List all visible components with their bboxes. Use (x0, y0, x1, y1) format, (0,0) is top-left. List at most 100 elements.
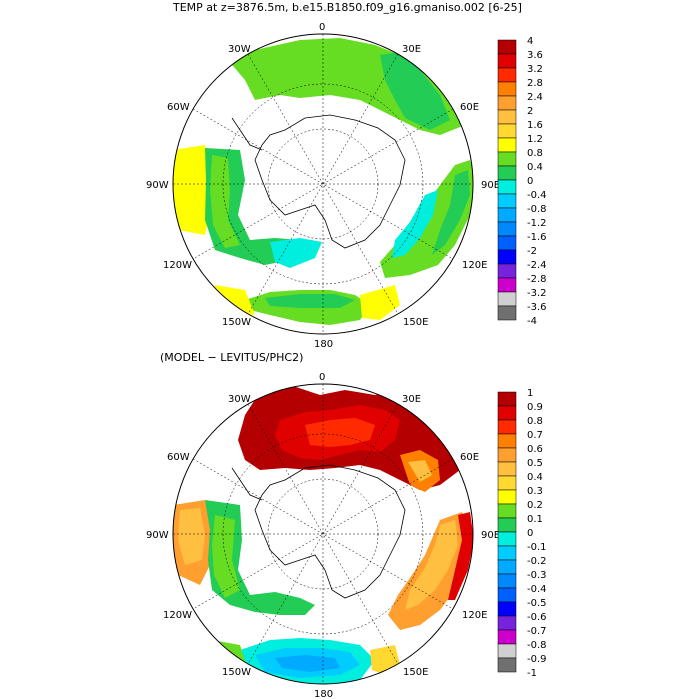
top-indian-lightgreen (432, 170, 470, 255)
top-colorbar-label: -0.8 (527, 204, 547, 215)
top-colorbar-swatch (497, 207, 517, 223)
top-lon-60w: 60W (167, 102, 190, 113)
top-colorbar-label: 0.4 (527, 162, 543, 173)
bottom-colorbar-swatch (497, 419, 517, 435)
top-west-yellow (173, 145, 210, 235)
bottom-colorbar-label: 0.6 (527, 444, 543, 455)
bottom-colorbar-label: 0.5 (527, 458, 543, 469)
bottom-colorbar-label: 0.2 (527, 500, 543, 511)
top-cyan-patch (270, 238, 322, 268)
top-colorbar-label: -1.6 (527, 232, 547, 243)
bottom-colorbar-swatch (497, 503, 517, 519)
top-map-border (172, 33, 474, 335)
bottom-lon-60e: 60E (460, 452, 479, 463)
top-colorbar-label: 1.6 (527, 120, 543, 131)
top-lon-90w: 90W (146, 180, 169, 191)
bottom-polar-map: 0 30W 30E 60W 60E 90W 90E 120W 120E 150W… (146, 372, 547, 700)
bottom-colorbar-label: -0.5 (527, 598, 547, 609)
bottom-colorbar-label: -0.3 (527, 570, 547, 581)
top-south-yellow (212, 285, 255, 315)
bottom-south-green (212, 640, 248, 670)
bottom-colorbar-swatch (497, 559, 517, 575)
bottom-lon-90e: 90E (481, 530, 500, 541)
top-indian-cyan (392, 190, 438, 258)
bottom-colorbar-swatch (497, 391, 517, 407)
bottom-west-lightorange (178, 508, 205, 565)
bottom-colorbar-swatch (497, 657, 517, 673)
top-panel-title: TEMP at z=3876.5m, b.e15.B1850.f09_g16.g… (173, 1, 522, 14)
bottom-colorbar-swatch (497, 489, 517, 505)
bottom-panel-title: (MODEL − LEVITUS/PHC2) (160, 351, 304, 364)
bottom-colorbar-label: -0.2 (527, 556, 547, 567)
top-lon-0: 0 (319, 22, 325, 33)
top-colorbar-swatch (497, 179, 517, 195)
bottom-lon-120e: 120E (462, 610, 487, 621)
bottom-colorbar-swatch (497, 545, 517, 561)
bottom-east-red (448, 512, 473, 600)
bottom-map-border (172, 383, 474, 685)
bottom-colorbar-label: -1 (527, 668, 537, 679)
top-colorbar-swatch (497, 221, 517, 237)
top-colorbar-label: -2.8 (527, 274, 547, 285)
bottom-colorbar-swatch (497, 587, 517, 603)
top-colorbar-label: 3.2 (527, 64, 543, 75)
top-lon-30w: 30W (228, 44, 251, 55)
bottom-colorbar-label: 0 (527, 528, 533, 539)
top-lon-150e: 150E (403, 317, 428, 328)
bottom-graticule (173, 384, 473, 684)
top-colorbar-label: 2 (527, 106, 533, 117)
top-colorbar-swatch (497, 165, 517, 181)
bottom-colorbar-label: -0.4 (527, 584, 547, 595)
top-colorbar-label: 0 (527, 176, 533, 187)
top-lon-120w: 120W (163, 260, 192, 271)
top-colorbar-swatch (497, 277, 517, 293)
top-colorbar: 4 3.6 3.2 2.8 2.4 2 1.6 1.2 0.8 0.4 0 -0.4 -0.8 -1.2 -… (497, 36, 547, 327)
bottom-peninsula-outline (231, 467, 263, 501)
bottom-lon-90w: 90W (146, 530, 169, 541)
top-graticule (173, 34, 473, 334)
bottom-colorbar-label: 0.1 (527, 514, 543, 525)
bottom-colorbar-label: 0.7 (527, 430, 543, 441)
top-colorbar-label: -0.4 (527, 190, 547, 201)
bottom-colorbar-label: 0.9 (527, 402, 543, 413)
top-colorbar-swatch (497, 291, 517, 307)
top-colorbar-swatch (497, 53, 517, 69)
bottom-lon-150e: 150E (403, 667, 428, 678)
top-southeast-yellow (360, 285, 400, 320)
bottom-lon-30w: 30W (228, 394, 251, 405)
bottom-colorbar-swatch (497, 629, 517, 645)
top-west-darkgreen (210, 155, 240, 248)
top-colorbar-swatch (497, 95, 517, 111)
bottom-colorbar-swatch (497, 475, 517, 491)
bottom-colorbar-swatch (497, 461, 517, 477)
bottom-colorbar-label: 0.4 (527, 472, 543, 483)
bottom-colorbar: 1 0.9 0.8 0.7 0.6 0.5 0.4 0.3 0.2 0.1 0 -0.1 -0.2 -0.… (497, 388, 547, 679)
top-lon-180: 180 (314, 339, 333, 350)
top-atlantic-lightgreen (380, 52, 450, 130)
bottom-colorbar-label: 0.3 (527, 486, 543, 497)
top-colorbar-label: 2.4 (527, 92, 543, 103)
top-lon-150w: 150W (222, 317, 251, 328)
top-colorbar-swatch (497, 193, 517, 209)
top-colorbar-swatch (497, 235, 517, 251)
bottom-colorbar-label: -0.8 (527, 640, 547, 651)
bottom-lon-labels: 0 30W 30E 60W 60E 90W 90E 120W 120E 150W… (146, 372, 500, 700)
bottom-colorbar-swatch (497, 405, 517, 421)
bottom-colorbar-swatch (497, 531, 517, 547)
bottom-antarctica-outline (254, 464, 406, 599)
bottom-colorbar-swatch (497, 573, 517, 589)
top-colorbar-swatch (497, 305, 517, 321)
top-colorbar-swatch (497, 109, 517, 125)
top-colorbar-swatch (497, 263, 517, 279)
top-peninsula-outline (231, 117, 263, 151)
bottom-colorbar-label: -0.1 (527, 542, 547, 553)
bottom-lon-120w: 120W (163, 610, 192, 621)
top-colorbar-swatch (497, 123, 517, 139)
top-field (173, 38, 473, 325)
bottom-colorbar-swatch (497, 433, 517, 449)
top-colorbar-swatch (497, 81, 517, 97)
top-colorbar-label: 1.2 (527, 134, 543, 145)
top-antarctica-outline (254, 114, 406, 249)
bottom-lon-60w: 60W (167, 452, 190, 463)
bottom-lon-180: 180 (314, 689, 333, 700)
